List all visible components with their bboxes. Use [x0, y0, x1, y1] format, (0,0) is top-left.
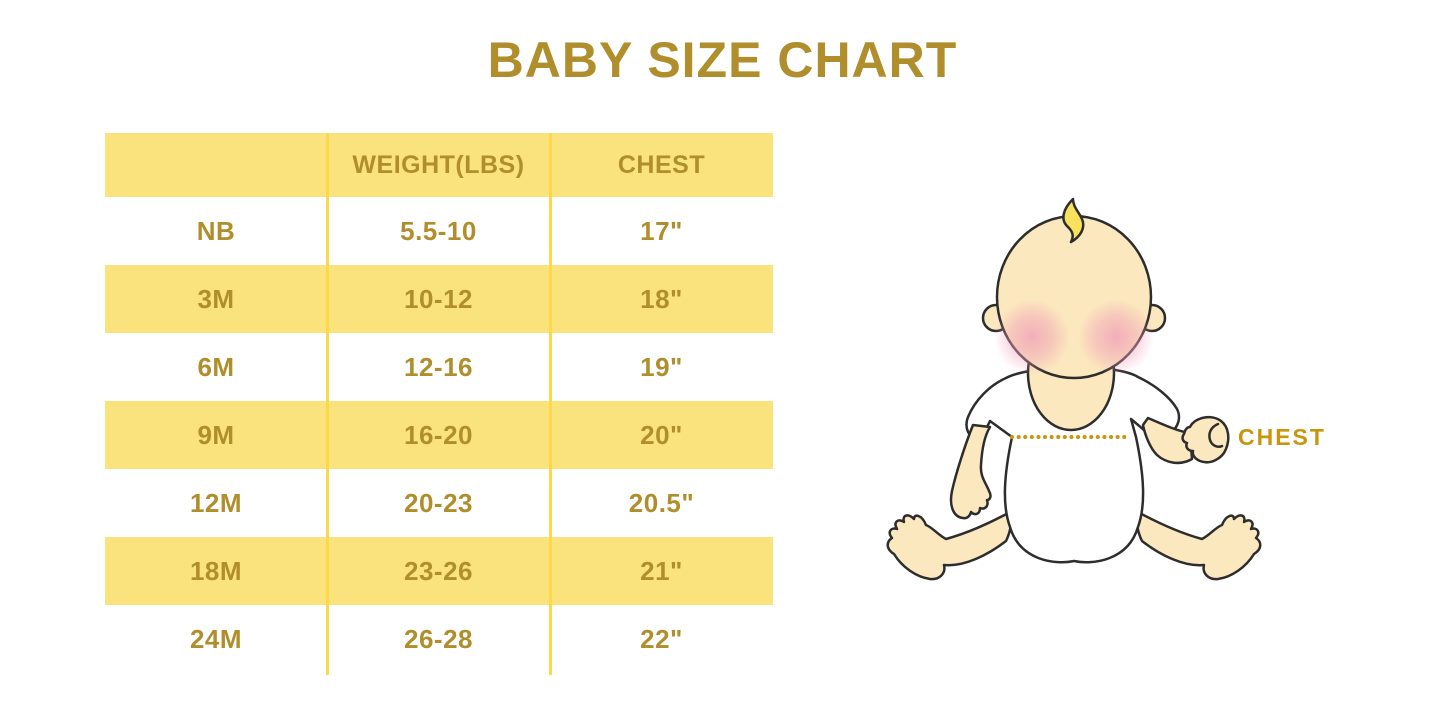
cell-weight: 23-26	[404, 555, 473, 586]
table-header-row: WEIGHT(LBS) CHEST	[105, 133, 773, 197]
cell-chest: 21"	[640, 555, 683, 586]
cell-size: 18M	[189, 555, 243, 586]
chest-measure-label: CHEST	[1238, 424, 1326, 450]
column-header-chest: CHEST	[617, 150, 706, 179]
baby-fist	[1181, 415, 1230, 464]
cell-weight: 26-28	[404, 623, 473, 654]
table-column-divider	[549, 133, 552, 675]
baby-left-arm	[949, 423, 992, 520]
baby-blush	[994, 299, 1154, 375]
table-row: 3M 10-12 18"	[105, 265, 773, 333]
size-table: WEIGHT(LBS) CHEST NB 5.5-10 17" 3M 10-12…	[105, 133, 773, 675]
cell-weight: 12-16	[404, 351, 473, 382]
table-row: NB 5.5-10 17"	[105, 197, 773, 265]
cell-chest: 22"	[640, 623, 683, 654]
baby-legs	[886, 509, 1262, 581]
cell-weight: 16-20	[404, 419, 473, 450]
cell-chest: 19"	[640, 351, 683, 382]
baby-right-arm	[1141, 416, 1194, 465]
table-row: 9M 16-20 20"	[105, 401, 773, 469]
cell-chest: 17"	[640, 215, 683, 246]
cell-size: NB	[196, 215, 236, 246]
table-row: 24M 26-28 22"	[105, 605, 773, 673]
table-column-divider	[326, 133, 329, 675]
cell-size: 9M	[197, 419, 235, 450]
page-title: BABY SIZE CHART	[487, 32, 958, 88]
baby-illustration	[886, 197, 1262, 581]
column-header-weight: WEIGHT(LBS)	[352, 150, 525, 179]
cell-size: 12M	[189, 487, 243, 518]
cell-chest: 20.5"	[628, 487, 695, 518]
column-header-size	[105, 133, 327, 197]
cell-weight: 10-12	[404, 283, 473, 314]
table-row: 12M 20-23 20.5"	[105, 469, 773, 537]
cell-weight: 20-23	[404, 487, 473, 518]
cell-weight: 5.5-10	[400, 215, 477, 246]
baby-hair-tuft	[1062, 197, 1085, 244]
cell-size: 6M	[197, 351, 235, 382]
table-row: 6M 12-16 19"	[105, 333, 773, 401]
table-row: 18M 23-26 21"	[105, 537, 773, 605]
cell-size: 24M	[189, 623, 243, 654]
cell-size: 3M	[197, 283, 235, 314]
cell-chest: 20"	[640, 419, 683, 450]
cell-chest: 18"	[640, 283, 683, 314]
